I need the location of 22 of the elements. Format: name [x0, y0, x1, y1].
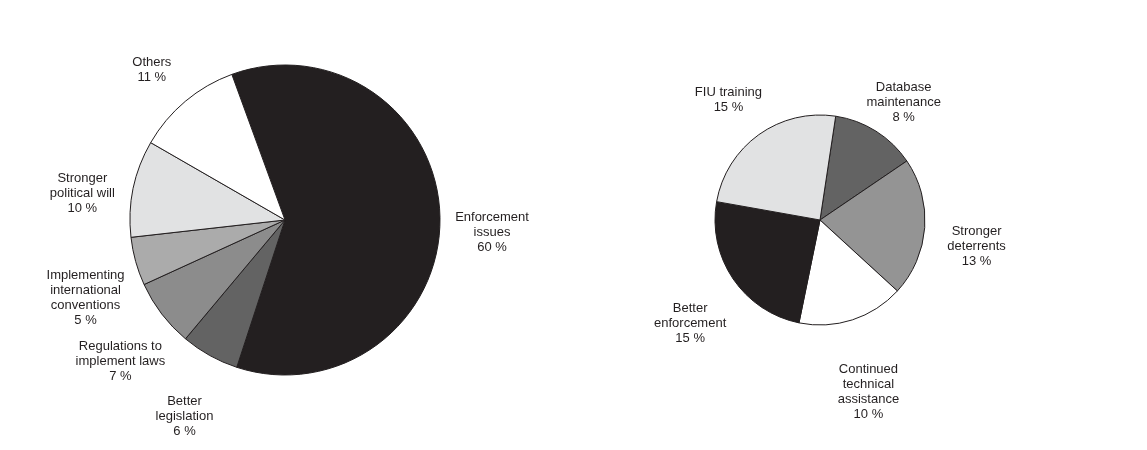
- slice-label: Implementing international conventions: [46, 267, 125, 313]
- slice-label: Better enforcement: [654, 300, 727, 331]
- data-label: 10 %: [853, 406, 884, 422]
- slice-label: FIU training: [694, 84, 763, 100]
- data-label: 8 %: [892, 109, 916, 125]
- data-label: 13 %: [961, 253, 992, 269]
- data-label: 6 %: [173, 422, 197, 438]
- data-label: 60 %: [477, 238, 508, 254]
- data-label: 5 %: [74, 312, 98, 328]
- slice-label: Stronger political will: [49, 169, 115, 200]
- slice-label: Database maintenance: [866, 79, 941, 110]
- slice-label: Enforcement issues: [455, 208, 530, 239]
- data-label: 7 %: [109, 367, 133, 383]
- slice-label: Regulations to implement laws: [75, 337, 166, 368]
- data-label: 10 %: [67, 199, 98, 215]
- data-label: 15 %: [713, 99, 744, 115]
- slice-label: Continued technical assistance: [837, 361, 900, 407]
- data-label: 15 %: [675, 330, 706, 346]
- slice-label: Others: [132, 53, 172, 69]
- slice-label: Stronger deterrents: [947, 223, 1007, 254]
- data-label: 11 %: [137, 68, 167, 84]
- slice-label: Better legislation: [155, 392, 214, 423]
